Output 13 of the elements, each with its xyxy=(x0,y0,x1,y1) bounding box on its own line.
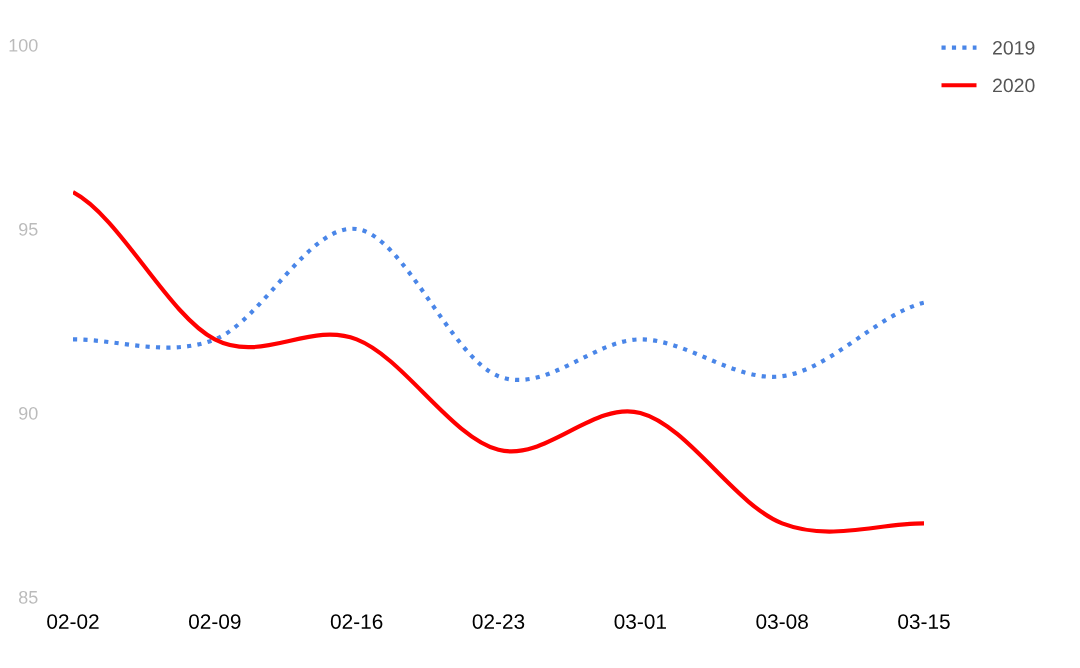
x-tick-label: 02-02 xyxy=(47,614,99,629)
y-tick-label: 95 xyxy=(19,222,38,236)
legend-label: 2020 xyxy=(993,78,1035,93)
x-tick-label: 02-23 xyxy=(472,614,525,629)
y-tick-label: 100 xyxy=(9,38,38,52)
y-tick-label: 90 xyxy=(19,406,38,420)
x-tick-label: 02-09 xyxy=(189,614,241,629)
x-tick-label: 03-08 xyxy=(756,614,808,629)
x-tick-label: 03-01 xyxy=(614,614,666,629)
y-tick-label: 85 xyxy=(18,590,38,604)
x-tick-label: 02-16 xyxy=(330,614,383,629)
x-tick-label: 03-15 xyxy=(898,614,950,629)
legend-label: 2019 xyxy=(993,40,1035,55)
